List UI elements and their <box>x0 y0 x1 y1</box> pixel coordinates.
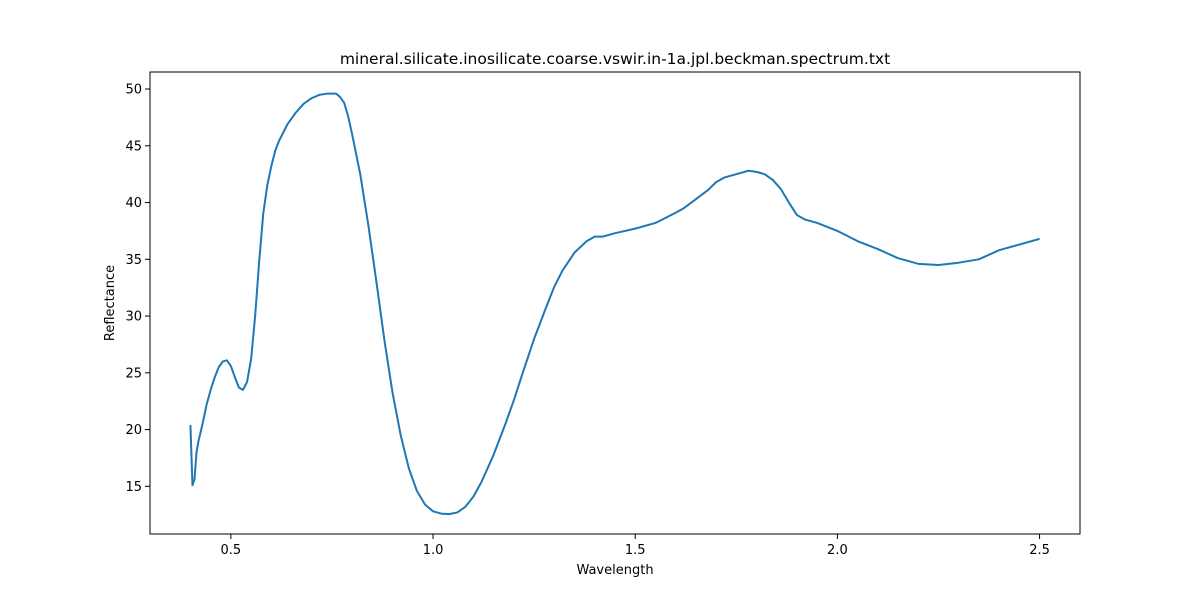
x-tick-label: 1.0 <box>423 543 444 558</box>
y-tick-label: 45 <box>125 139 142 154</box>
y-tick-label: 40 <box>125 196 142 211</box>
chart-title: mineral.silicate.inosilicate.coarse.vswi… <box>340 50 890 68</box>
y-tick-label: 20 <box>125 423 142 438</box>
x-tick-label: 1.5 <box>625 543 646 558</box>
y-tick-label: 30 <box>125 310 142 325</box>
series-line-0 <box>189 92 1040 516</box>
x-axis-label: Wavelength <box>576 563 653 578</box>
y-axis-label: Reflectance <box>103 265 118 341</box>
plot-frame <box>149 71 1081 535</box>
plot-area <box>189 92 1040 516</box>
y-tick-label: 50 <box>125 83 142 98</box>
x-tick-label: 2.0 <box>827 543 848 558</box>
x-tick-label: 0.5 <box>221 543 242 558</box>
y-tick-label: 25 <box>125 366 142 381</box>
x-tick-label: 2.5 <box>1029 543 1050 558</box>
axis-ticks: 0.5 1.0 1.5 2.0 2.5 15 20 25 30 35 40 45 50 <box>125 83 1049 558</box>
y-tick-label: 35 <box>125 253 142 268</box>
y-tick-label: 15 <box>125 480 142 495</box>
